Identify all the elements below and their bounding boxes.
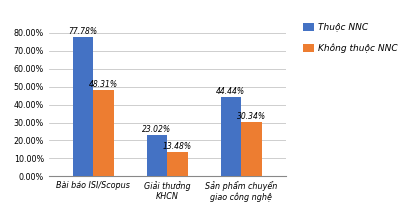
Text: 13.48%: 13.48% xyxy=(163,142,192,151)
Text: 77.78%: 77.78% xyxy=(69,27,98,36)
Bar xyxy=(220,97,241,176)
Text: 30.34%: 30.34% xyxy=(237,112,266,121)
Bar xyxy=(93,90,114,176)
Legend: Thuộc NNC, Không thuộc NNC: Thuộc NNC, Không thuộc NNC xyxy=(299,20,401,56)
Bar xyxy=(146,135,167,176)
Bar xyxy=(241,122,262,176)
Bar xyxy=(167,152,188,176)
Bar xyxy=(73,37,93,176)
Text: 23.02%: 23.02% xyxy=(142,125,171,134)
Text: 48.31%: 48.31% xyxy=(89,80,118,89)
Text: 44.44%: 44.44% xyxy=(216,87,246,96)
